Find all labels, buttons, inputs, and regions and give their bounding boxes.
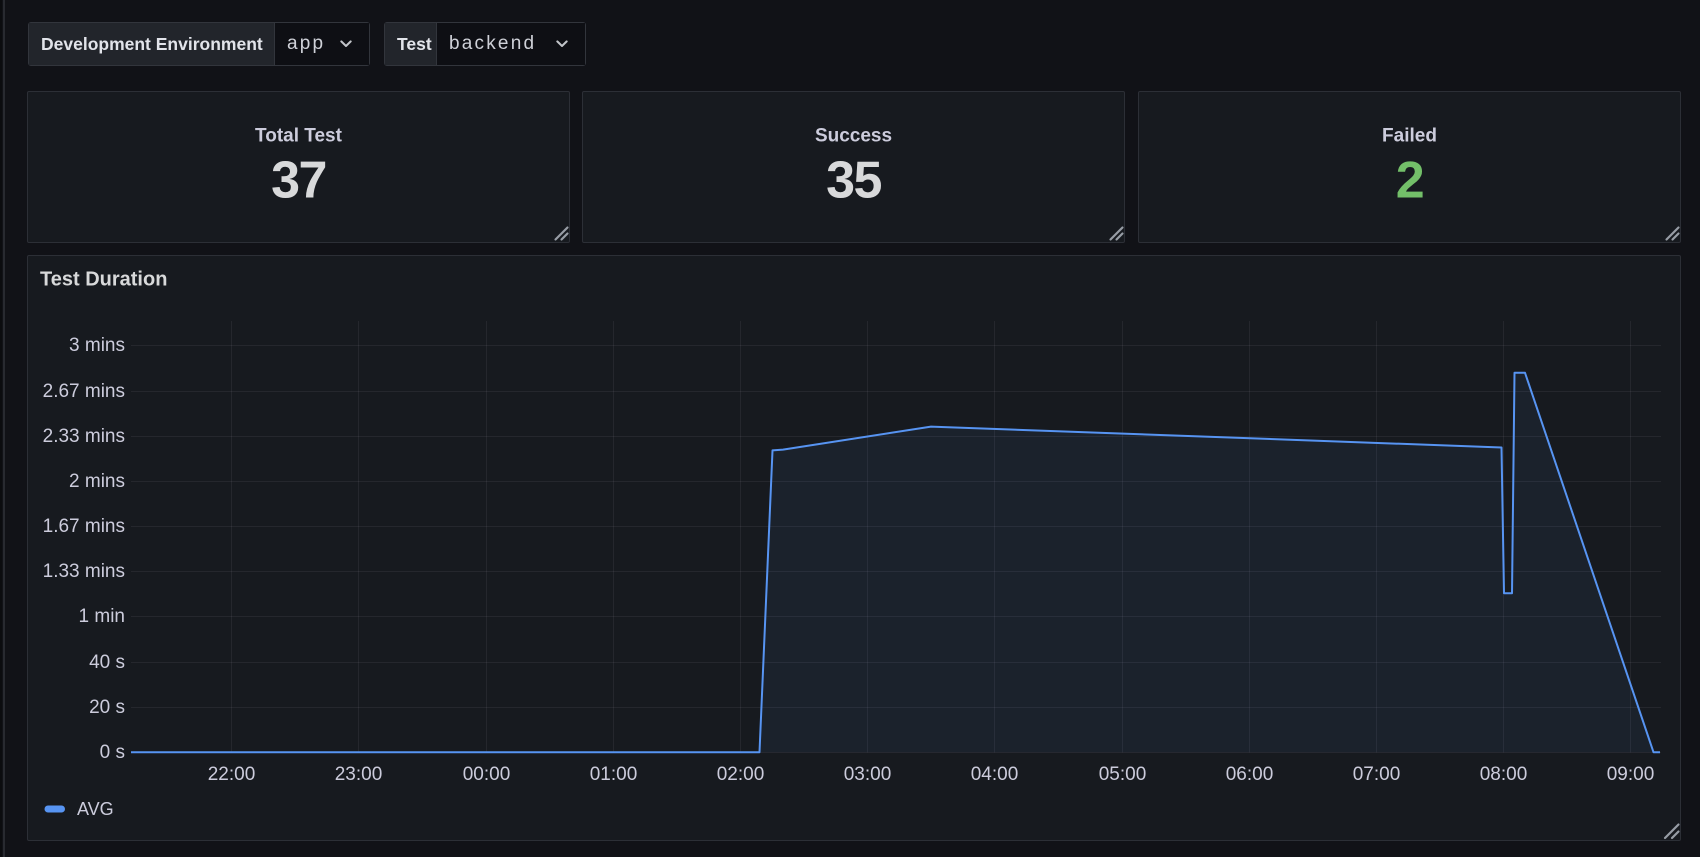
svg-text:06:00: 06:00 <box>1226 764 1274 785</box>
svg-text:00:00: 00:00 <box>463 764 511 785</box>
svg-text:07:00: 07:00 <box>1353 764 1401 785</box>
svg-text:23:00: 23:00 <box>335 764 383 785</box>
svg-text:1 min: 1 min <box>79 606 125 627</box>
svg-text:20 s: 20 s <box>89 697 125 718</box>
svg-text:01:00: 01:00 <box>590 764 638 785</box>
svg-text:0 s: 0 s <box>100 742 125 763</box>
svg-text:3 mins: 3 mins <box>69 335 125 356</box>
svg-text:1.33 mins: 1.33 mins <box>43 561 125 582</box>
svg-text:08:00: 08:00 <box>1480 764 1528 785</box>
svg-text:2.33 mins: 2.33 mins <box>43 426 125 447</box>
svg-text:09:00: 09:00 <box>1607 764 1655 785</box>
svg-text:1.67 mins: 1.67 mins <box>43 516 125 537</box>
svg-text:AVG: AVG <box>77 799 114 819</box>
svg-text:22:00: 22:00 <box>208 764 256 785</box>
svg-text:02:00: 02:00 <box>717 764 765 785</box>
svg-text:2 mins: 2 mins <box>69 471 125 492</box>
svg-text:04:00: 04:00 <box>971 764 1019 785</box>
svg-text:2.67 mins: 2.67 mins <box>43 381 125 402</box>
svg-text:03:00: 03:00 <box>844 764 892 785</box>
svg-text:Test Duration: Test Duration <box>40 269 167 291</box>
svg-text:40 s: 40 s <box>89 652 125 673</box>
svg-text:05:00: 05:00 <box>1099 764 1147 785</box>
